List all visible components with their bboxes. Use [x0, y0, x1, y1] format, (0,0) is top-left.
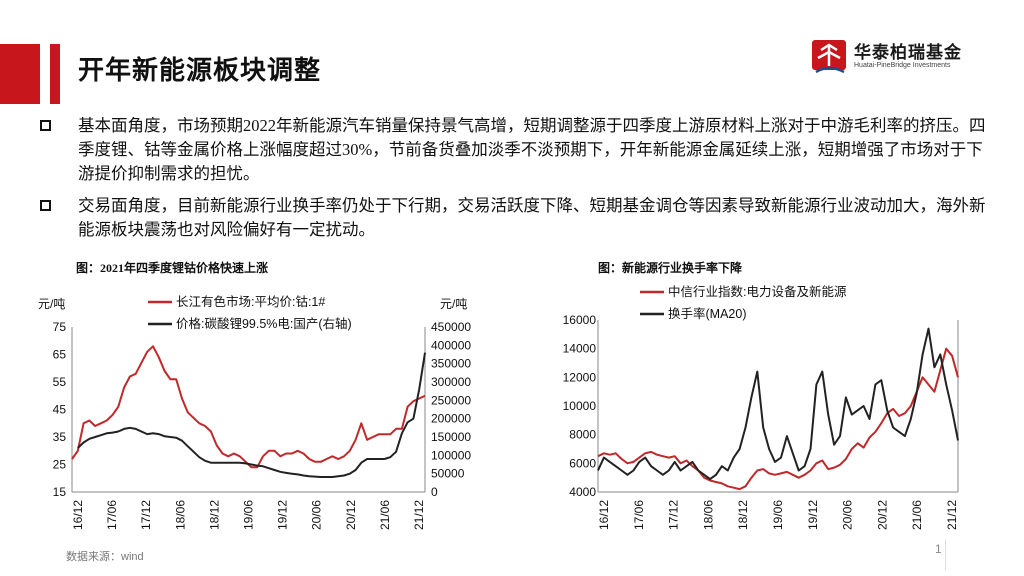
bullet-square-icon [40, 120, 51, 131]
bullet-text: 基本面角度，市场预期2022年新能源汽车销量保持景气高增，短期调整源于四季度上游… [78, 116, 986, 183]
x-tick-label: 18/12 [207, 500, 221, 530]
y-right-tick-label: 0 [431, 485, 438, 499]
x-tick-label: 19/12 [276, 500, 290, 530]
series-line-1 [597, 327, 959, 481]
y-right-tick-label: 300000 [431, 375, 471, 389]
y-left-tick-label: 55 [53, 375, 67, 389]
data-source: 数据来源：wind [66, 551, 144, 563]
y-left-tick-label: 45 [53, 403, 67, 417]
y-left-tick-label: 16000 [563, 313, 597, 327]
x-tick-label: 21/06 [378, 500, 392, 530]
x-tick-label: 20/12 [875, 500, 889, 530]
y-left-tick-label: 12000 [563, 370, 597, 384]
x-tick-label: 19/06 [242, 500, 256, 530]
logo-name-cn: 华泰柏瑞基金 [854, 43, 962, 62]
x-tick-label: 20/12 [344, 500, 358, 530]
x-tick-label: 19/06 [771, 500, 785, 530]
y-right-tick-label: 150000 [431, 430, 471, 444]
y-left-tick-label: 65 [53, 348, 67, 362]
y-left-tick-label: 35 [53, 430, 67, 444]
y-left-unit-label: 元/吨 [38, 297, 65, 311]
y-right-tick-label: 400000 [431, 338, 471, 352]
x-tick-label: 17/12 [139, 500, 153, 530]
y-left-tick-label: 75 [53, 320, 67, 334]
x-tick-label: 21/06 [910, 500, 924, 530]
y-right-tick-label: 450000 [431, 320, 471, 334]
logo-name-en: Huatai-PineBridge Investments [854, 62, 951, 69]
legend-label-0: 长江有色市场:平均价:钴:1# [176, 294, 325, 309]
y-left-tick-label: 14000 [563, 342, 597, 356]
y-left-tick-label: 10000 [563, 399, 597, 413]
y-left-tick-label: 25 [53, 458, 67, 472]
y-left-tick-label: 8000 [569, 428, 596, 442]
y-right-tick-label: 200000 [431, 412, 471, 426]
chart2-turnover: 160001400012000100008000600040004.54.03.… [563, 284, 959, 530]
chart1-cobalt-lithium: 75 65 55 45 35 25 15 450000 400000 350000 300000 25… [38, 294, 471, 530]
title-accent-bar [0, 44, 60, 104]
x-tick-label: 19/12 [806, 500, 820, 530]
bullet-square-icon [40, 200, 51, 211]
legend-label-1: 换手率(MA20) [668, 306, 746, 321]
y-right-tick-label: 350000 [431, 357, 471, 371]
page-divider [945, 540, 946, 570]
chart2-caption: 图：新能源行业换手率下降 [598, 261, 743, 275]
y-left-tick-label: 4000 [569, 485, 596, 499]
y-left-tick-label: 15 [53, 485, 67, 499]
x-tick-label: 17/06 [632, 500, 646, 530]
y-left-tick-label: 6000 [569, 456, 596, 470]
x-tick-label: 17/12 [667, 500, 681, 530]
y-right-unit-label: 元/吨 [440, 297, 467, 311]
company-logo: 华泰柏瑞基金 Huatai-PineBridge Investments [810, 36, 980, 78]
series-line-1 [77, 352, 426, 478]
series-line-0 [71, 345, 426, 469]
series-line-0 [597, 347, 959, 491]
x-tick-label: 20/06 [841, 500, 855, 530]
bullet-trading: 交易面角度，目前新能源行业换手率仍处于下行期，交易活跃度下降、短期基金调仓等因素… [40, 194, 990, 242]
x-tick-label: 16/12 [71, 500, 85, 530]
logo-mark-icon [812, 40, 846, 74]
x-tick-label: 17/06 [105, 500, 119, 530]
x-tick-label: 18/06 [701, 500, 715, 530]
x-tick-label: 20/06 [310, 500, 324, 530]
chart1-caption: 图：2021年四季度锂钴价格快速上涨 [76, 261, 269, 275]
bullet-text: 交易面角度，目前新能源行业换手率仍处于下行期，交易活跃度下降、短期基金调仓等因素… [78, 196, 986, 239]
y-right-tick-label: 250000 [431, 393, 471, 407]
y-right-tick-label: 50000 [431, 467, 465, 481]
y-right-tick-label: 100000 [431, 448, 471, 462]
page-title: 开年新能源板块调整 [78, 55, 322, 85]
x-tick-label: 21/12 [412, 500, 426, 530]
title-accent-gap [40, 44, 50, 104]
x-tick-label: 18/06 [173, 500, 187, 530]
legend-label-0: 中信行业指数:电力设备及新能源 [668, 284, 847, 299]
page-number: 1 [935, 542, 942, 556]
x-tick-label: 18/12 [736, 500, 750, 530]
bullet-fundamental: 基本面角度，市场预期2022年新能源汽车销量保持景气高增，短期调整源于四季度上游… [40, 114, 990, 186]
legend-label-1: 价格:碳酸锂99.5%电:国产(右轴) [176, 316, 352, 331]
x-tick-label: 21/12 [945, 500, 959, 530]
x-tick-label: 16/12 [597, 500, 611, 530]
